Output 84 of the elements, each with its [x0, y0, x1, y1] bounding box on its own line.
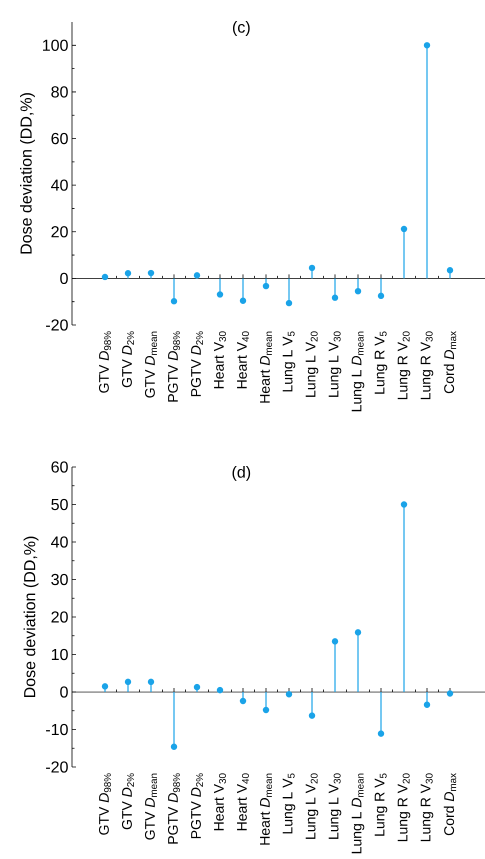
x-tick-label: Lung L V$_{30}$	[328, 331, 342, 397]
y-axis-title: Dose deviation (DD,%)	[20, 93, 35, 254]
y-tick-label: 40	[51, 179, 68, 191]
x-tick-label: GTV D$_{98%}$	[98, 331, 112, 393]
point	[400, 501, 408, 508]
point	[332, 294, 338, 301]
x-tick-label: Lung R V$_{30}$	[420, 331, 434, 400]
point	[286, 691, 292, 698]
point	[308, 264, 316, 272]
x-tick-label: Lung L V$_{5}$	[282, 331, 296, 392]
point	[262, 706, 270, 714]
y-tick-label: 20	[51, 611, 68, 623]
point	[308, 712, 316, 719]
x-tick-label: Lung R V$_{5}$	[374, 331, 388, 394]
x-tick-label: Heart V$_{30}$	[214, 331, 226, 388]
point	[446, 690, 454, 697]
point	[148, 270, 154, 276]
x-tick-label: GTV D$_{2%}$	[122, 331, 134, 388]
x-tick-label: Lung L V$_{20}$	[306, 331, 318, 397]
point	[216, 686, 224, 694]
x-tick-label: Cord D$_{max}$	[444, 773, 456, 836]
y-tick-label: 10	[52, 648, 68, 660]
point	[424, 42, 430, 48]
y-tick-label: 40	[51, 536, 68, 548]
y-tick-label: 0	[60, 686, 68, 698]
y-tick-label: 100	[42, 40, 68, 51]
y-tick-label: 50	[51, 498, 68, 510]
chart-title: (d)	[232, 466, 250, 481]
x-tick-label: PGTV D$_{2%}$	[190, 773, 204, 838]
x-tick-label: Heart D$_{mean}$	[260, 774, 272, 845]
point	[194, 272, 200, 279]
point	[124, 270, 132, 276]
point	[446, 267, 454, 274]
x-tick-label: GTV D$_{mean}$	[144, 332, 158, 398]
y-tick-label: 30	[51, 574, 68, 586]
x-tick-label: Lung R V$_{5}$	[374, 773, 388, 836]
point	[378, 292, 384, 300]
x-tick-label: PGTV D$_{2%}$	[190, 331, 204, 396]
x-tick-label: PGTV D$_{98%}$	[168, 773, 180, 844]
point	[378, 730, 384, 737]
point	[332, 638, 338, 645]
x-tick-label: PGTV D$_{98%}$	[168, 331, 180, 402]
x-tick-label: Lung R V$_{30}$	[420, 773, 434, 842]
x-tick-label: Heart D$_{mean}$	[260, 332, 272, 403]
y-tick-label: 0	[60, 272, 68, 284]
point	[354, 629, 362, 636]
y-tick-label: 20	[51, 226, 68, 238]
y-tick-label: 80	[51, 86, 68, 98]
x-tick-label: Lung L D$_{mean}$	[352, 774, 364, 854]
y-tick-label: -20	[46, 319, 68, 331]
x-tick-label: Heart V$_{40}$	[237, 773, 249, 830]
x-tick-label: Lung L V$_{5}$	[282, 773, 296, 834]
point	[102, 683, 108, 690]
x-tick-label: GTV D$_{98%}$	[98, 773, 112, 835]
y-tick-label: -20	[46, 761, 68, 773]
x-tick-label: GTV D$_{mean}$	[144, 774, 158, 840]
point	[424, 702, 430, 708]
point	[124, 678, 132, 686]
point	[148, 678, 154, 686]
x-tick-label: Lung R V$_{20}$	[398, 331, 410, 400]
x-tick-label: Lung L V$_{30}$	[328, 773, 342, 839]
y-axis-title: Dose deviation (DD,%)	[24, 536, 38, 698]
point	[286, 300, 292, 306]
y-tick-label: -10	[46, 724, 68, 736]
x-tick-label: Lung R V$_{20}$	[398, 773, 410, 842]
point	[102, 274, 108, 280]
point	[194, 684, 200, 690]
y-tick-label: 60	[51, 461, 68, 473]
point	[354, 288, 362, 294]
point	[262, 282, 270, 290]
point	[240, 698, 246, 704]
x-tick-label: GTV D$_{2%}$	[122, 773, 134, 830]
chart-title: (c)	[232, 21, 250, 36]
x-tick-label: Cord D$_{max}$	[444, 331, 456, 394]
point	[240, 298, 246, 304]
x-tick-label: Lung L D$_{mean}$	[352, 332, 364, 412]
point	[216, 291, 224, 298]
y-tick-label: 60	[51, 132, 68, 144]
x-tick-label: Heart V$_{40}$	[237, 331, 249, 388]
x-tick-label: Lung L V$_{20}$	[306, 773, 318, 839]
point	[170, 298, 178, 304]
point	[400, 226, 408, 232]
point	[170, 744, 178, 750]
x-tick-label: Heart V$_{30}$	[214, 773, 226, 830]
